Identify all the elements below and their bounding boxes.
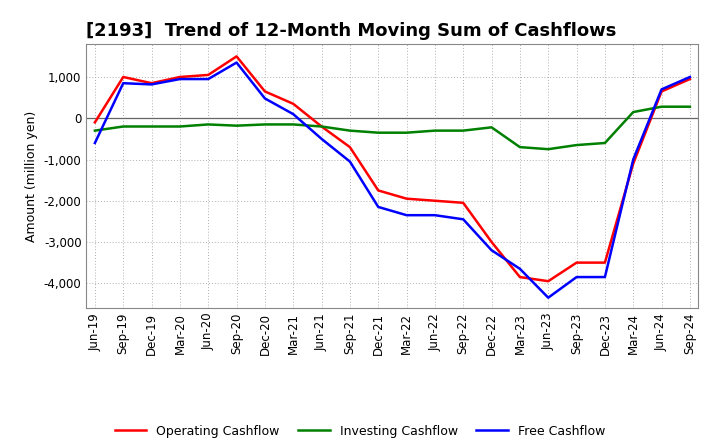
Investing Cashflow bbox=[119, 124, 127, 129]
Operating Cashflow bbox=[459, 200, 467, 205]
Free Cashflow bbox=[572, 275, 581, 280]
Investing Cashflow bbox=[318, 124, 326, 129]
Operating Cashflow bbox=[204, 72, 212, 77]
Operating Cashflow bbox=[346, 144, 354, 150]
Investing Cashflow bbox=[402, 130, 411, 136]
Investing Cashflow bbox=[346, 128, 354, 133]
Investing Cashflow bbox=[176, 124, 184, 129]
Operating Cashflow bbox=[261, 89, 269, 94]
Operating Cashflow bbox=[176, 74, 184, 80]
Free Cashflow bbox=[289, 111, 297, 117]
Operating Cashflow bbox=[119, 74, 127, 80]
Free Cashflow bbox=[261, 96, 269, 101]
Investing Cashflow bbox=[657, 104, 666, 110]
Investing Cashflow bbox=[572, 143, 581, 148]
Investing Cashflow bbox=[629, 110, 637, 115]
Free Cashflow bbox=[318, 136, 326, 142]
Investing Cashflow bbox=[148, 124, 156, 129]
Investing Cashflow bbox=[374, 130, 382, 136]
Line: Investing Cashflow: Investing Cashflow bbox=[95, 107, 690, 149]
Operating Cashflow bbox=[374, 188, 382, 193]
Free Cashflow bbox=[402, 213, 411, 218]
Operating Cashflow bbox=[572, 260, 581, 265]
Investing Cashflow bbox=[289, 122, 297, 127]
Investing Cashflow bbox=[431, 128, 439, 133]
Investing Cashflow bbox=[516, 144, 524, 150]
Free Cashflow bbox=[176, 77, 184, 82]
Free Cashflow bbox=[657, 87, 666, 92]
Investing Cashflow bbox=[459, 128, 467, 133]
Operating Cashflow bbox=[233, 54, 241, 59]
Investing Cashflow bbox=[233, 123, 241, 128]
Operating Cashflow bbox=[148, 81, 156, 86]
Free Cashflow bbox=[685, 74, 694, 80]
Operating Cashflow bbox=[516, 275, 524, 280]
Operating Cashflow bbox=[431, 198, 439, 203]
Legend: Operating Cashflow, Investing Cashflow, Free Cashflow: Operating Cashflow, Investing Cashflow, … bbox=[110, 420, 610, 440]
Investing Cashflow bbox=[261, 122, 269, 127]
Free Cashflow bbox=[629, 157, 637, 162]
Free Cashflow bbox=[91, 140, 99, 146]
Operating Cashflow bbox=[487, 239, 496, 245]
Operating Cashflow bbox=[657, 89, 666, 94]
Investing Cashflow bbox=[91, 128, 99, 133]
Operating Cashflow bbox=[544, 279, 552, 284]
Text: [2193]  Trend of 12-Month Moving Sum of Cashflows: [2193] Trend of 12-Month Moving Sum of C… bbox=[86, 22, 617, 40]
Operating Cashflow bbox=[629, 161, 637, 166]
Line: Free Cashflow: Free Cashflow bbox=[95, 62, 690, 298]
Free Cashflow bbox=[431, 213, 439, 218]
Free Cashflow bbox=[374, 204, 382, 209]
Line: Operating Cashflow: Operating Cashflow bbox=[95, 56, 690, 281]
Operating Cashflow bbox=[289, 101, 297, 106]
Operating Cashflow bbox=[91, 120, 99, 125]
Investing Cashflow bbox=[685, 104, 694, 110]
Free Cashflow bbox=[148, 82, 156, 87]
Operating Cashflow bbox=[402, 196, 411, 202]
Investing Cashflow bbox=[600, 140, 609, 146]
Investing Cashflow bbox=[204, 122, 212, 127]
Free Cashflow bbox=[233, 60, 241, 65]
Investing Cashflow bbox=[544, 147, 552, 152]
Y-axis label: Amount (million yen): Amount (million yen) bbox=[25, 110, 38, 242]
Free Cashflow bbox=[346, 159, 354, 164]
Free Cashflow bbox=[119, 81, 127, 86]
Operating Cashflow bbox=[318, 124, 326, 129]
Free Cashflow bbox=[516, 266, 524, 271]
Investing Cashflow bbox=[487, 125, 496, 130]
Free Cashflow bbox=[204, 77, 212, 82]
Free Cashflow bbox=[487, 248, 496, 253]
Free Cashflow bbox=[459, 216, 467, 222]
Operating Cashflow bbox=[600, 260, 609, 265]
Free Cashflow bbox=[544, 295, 552, 301]
Free Cashflow bbox=[600, 275, 609, 280]
Operating Cashflow bbox=[685, 77, 694, 82]
